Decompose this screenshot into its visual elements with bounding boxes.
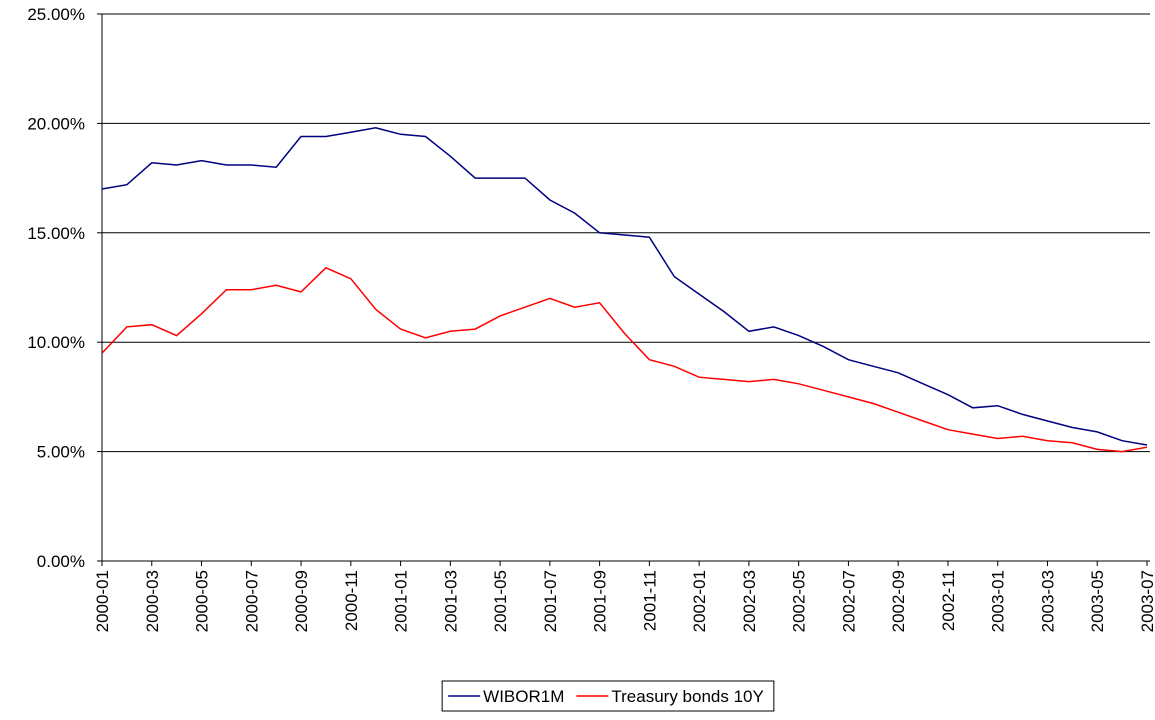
x-tick-label: 2000-07 (242, 570, 261, 632)
legend: WIBOR1M Treasury bonds 10Y (441, 680, 775, 712)
x-tick-label: 2003-01 (989, 570, 1008, 632)
x-tick-label: 2001-05 (491, 570, 510, 632)
x-tick-label: 2002-03 (740, 570, 759, 632)
y-tick-label: 15.00% (27, 224, 85, 243)
x-tick-label: 2000-01 (93, 570, 112, 632)
x-tick-label: 2000-03 (143, 570, 162, 632)
x-tick-label: 2002-05 (790, 570, 809, 632)
x-tick-label: 2002-07 (839, 570, 858, 632)
series-line (101, 266, 1148, 453)
series-line (101, 127, 1148, 446)
legend-label: WIBOR1M (483, 687, 564, 706)
x-tick-label: 2003-05 (1088, 570, 1107, 632)
x-tick-label: 2001-11 (640, 570, 659, 631)
x-tick-label: 2002-11 (939, 570, 958, 631)
y-tick-label: 20.00% (27, 114, 85, 133)
legend-label: Treasury bonds 10Y (611, 687, 763, 706)
x-tick-label: 2000-11 (342, 570, 361, 631)
x-tick-label: 2000-05 (193, 570, 212, 632)
x-tick-label: 2003-07 (1138, 570, 1155, 632)
x-tick-label: 2001-01 (392, 570, 411, 632)
x-tick-label: 2003-03 (1038, 570, 1057, 632)
y-tick-label: 5.00% (37, 443, 85, 462)
y-tick-label: 10.00% (27, 333, 85, 352)
y-tick-label: 25.00% (27, 5, 85, 24)
y-tick-label: 0.00% (37, 552, 85, 571)
x-tick-label: 2000-09 (292, 570, 311, 632)
x-tick-label: 2002-09 (889, 570, 908, 632)
x-tick-label: 2001-03 (441, 570, 460, 632)
x-tick-label: 2001-09 (591, 570, 610, 632)
x-tick-label: 2002-01 (690, 570, 709, 632)
x-tick-label: 2001-07 (541, 570, 560, 632)
